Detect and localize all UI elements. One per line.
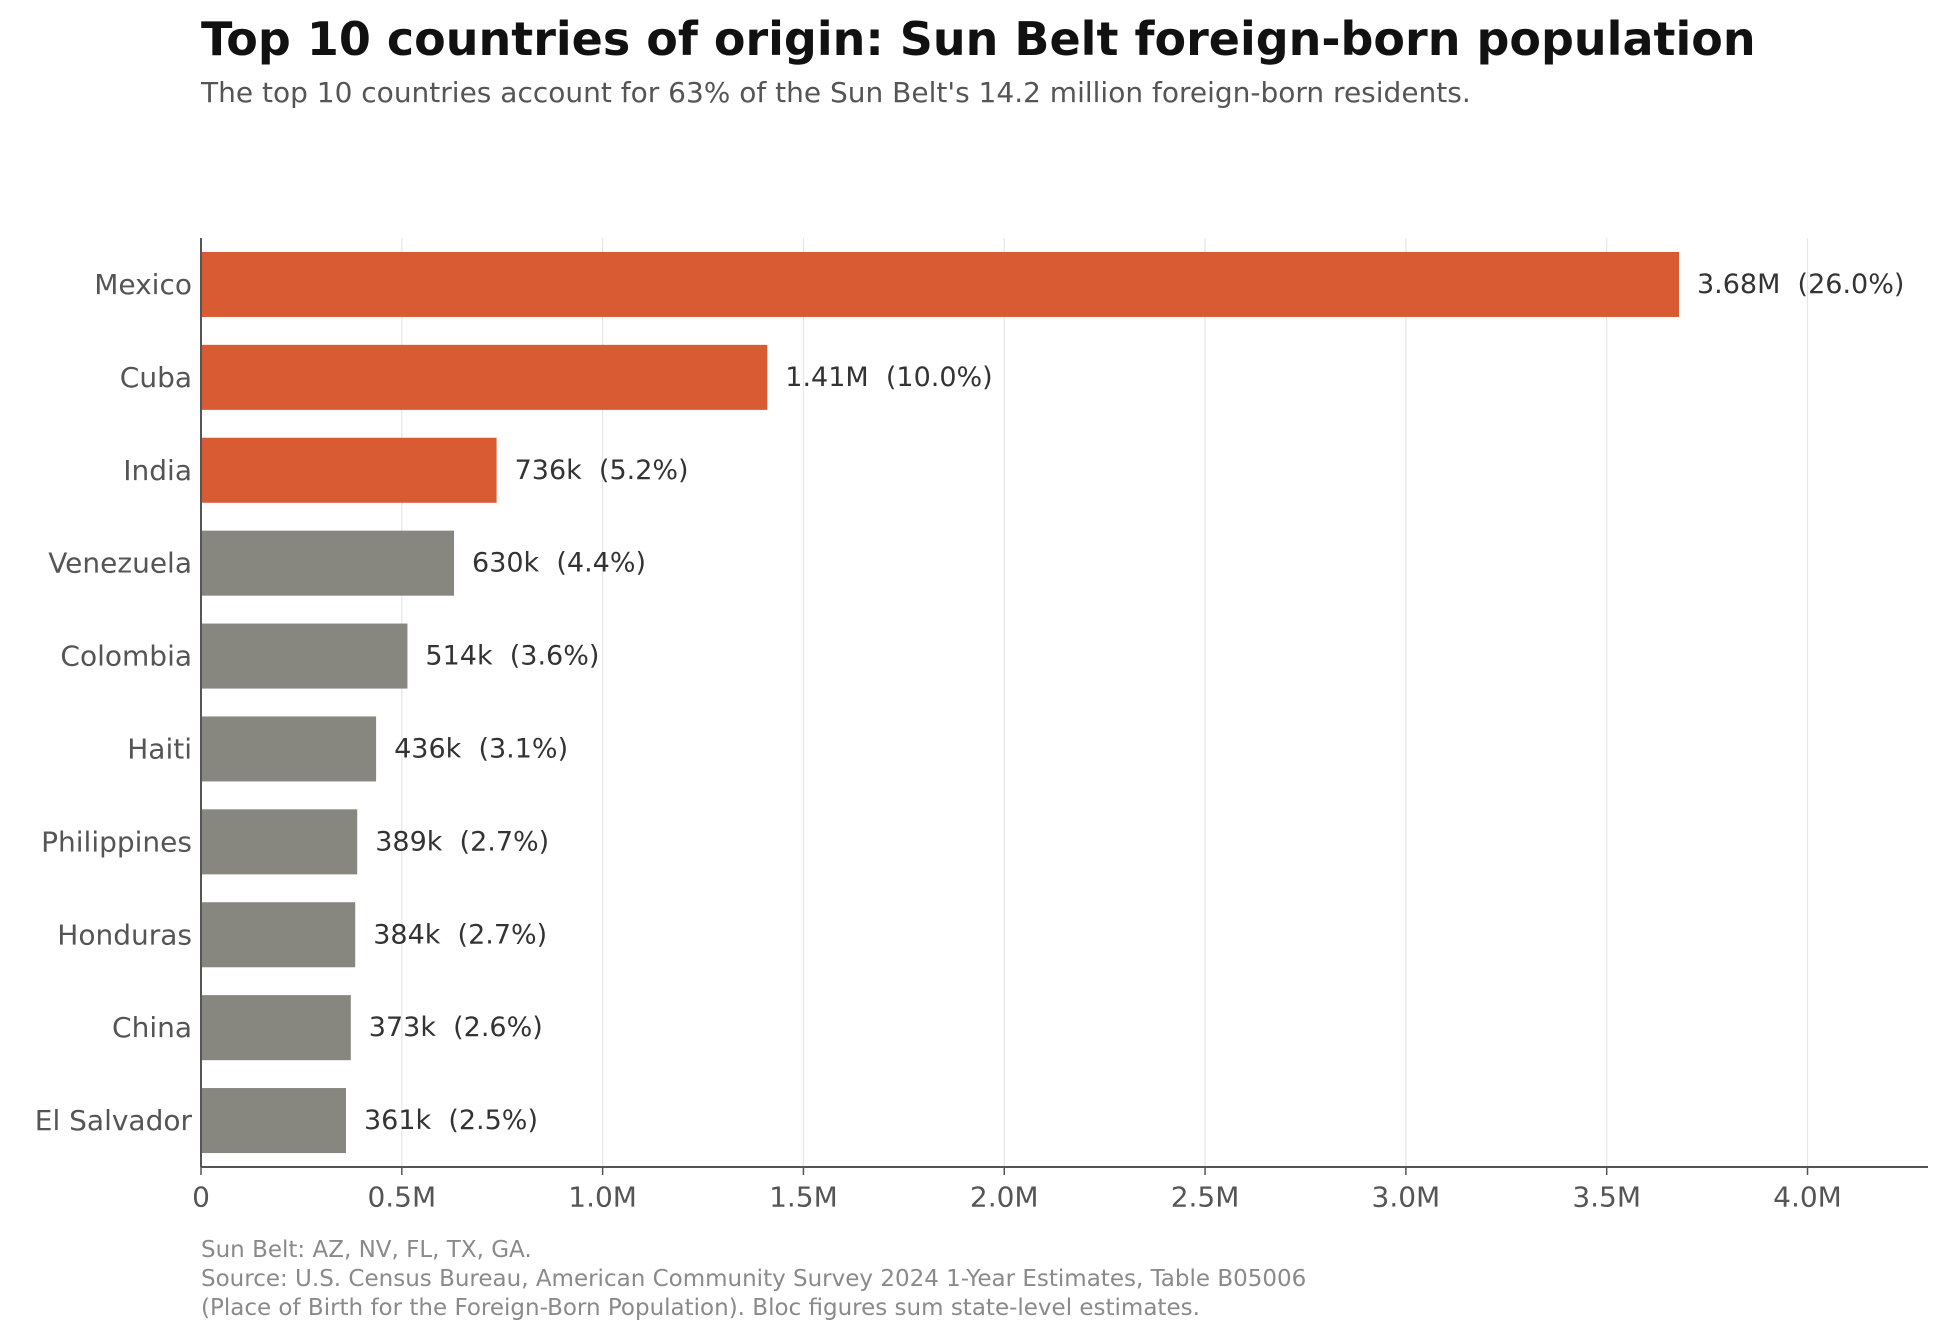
category-labels: Mexico Cuba India Venezuela Colombia Haiti Phi… <box>35 268 193 1137</box>
category-label: India <box>123 454 192 487</box>
x-tick-label: 0 <box>192 1181 210 1214</box>
category-label: Honduras <box>57 918 192 951</box>
bar-honduras <box>201 902 356 968</box>
data-label: 514k (3.6%) <box>425 641 599 672</box>
bar-haiti <box>201 716 377 782</box>
data-label: 389k (2.7%) <box>375 826 549 857</box>
data-label: 436k (3.1%) <box>394 733 568 764</box>
x-tick-labels: 0 0.5M 1.0M 1.5M 2.0M 2.5M 3.0M 3.5M 4.0M <box>192 1181 1842 1214</box>
footer-notes: Sun Belt: AZ, NV, FL, TX, GA. Source: U.… <box>201 1236 1306 1323</box>
x-tick-label: 0.5M <box>367 1181 436 1214</box>
category-label: El Salvador <box>35 1104 193 1137</box>
bar-india <box>201 437 497 503</box>
category-label: Haiti <box>127 732 192 765</box>
bar-china <box>201 995 351 1061</box>
x-tick-label: 3.5M <box>1572 1181 1641 1214</box>
bars <box>201 251 1679 1154</box>
axes <box>200 238 1928 1175</box>
bar-colombia <box>201 623 408 689</box>
footer-note-region: Sun Belt: AZ, NV, FL, TX, GA. <box>201 1237 532 1263</box>
category-label: Venezuela <box>48 547 192 580</box>
x-tick-label: 2.5M <box>1171 1181 1240 1214</box>
x-tick-label: 1.0M <box>568 1181 637 1214</box>
data-label: 384k (2.7%) <box>373 919 547 950</box>
data-label: 736k (5.2%) <box>515 455 689 486</box>
footer-note-method: (Place of Birth for the Foreign-Born Pop… <box>201 1295 1200 1321</box>
x-tick-label: 2.0M <box>970 1181 1039 1214</box>
chart-subtitle: The top 10 countries account for 63% of … <box>201 76 1471 109</box>
gridlines <box>401 238 1809 1167</box>
bar-mexico <box>201 251 1679 317</box>
data-label: 630k (4.4%) <box>472 548 646 579</box>
data-labels: 3.68M (26.0%) 1.41M (10.0%) 736k (5.2%) 630… <box>364 269 1904 1136</box>
bar-venezuela <box>201 530 455 596</box>
category-label: Cuba <box>120 361 192 394</box>
data-label: 3.68M (26.0%) <box>1697 269 1904 300</box>
footer-note-source: Source: U.S. Census Bureau, American Com… <box>201 1266 1307 1292</box>
category-label: China <box>112 1011 192 1044</box>
bar-el-salvador <box>201 1088 346 1154</box>
chart-title: Top 10 countries of origin: Sun Belt for… <box>201 12 1756 66</box>
data-label: 1.41M (10.0%) <box>785 362 992 393</box>
x-tick-label: 3.0M <box>1372 1181 1441 1214</box>
x-tick-label: 1.5M <box>769 1181 838 1214</box>
category-label: Philippines <box>41 825 192 858</box>
x-tick-label: 4.0M <box>1773 1181 1842 1214</box>
category-label: Mexico <box>94 268 192 301</box>
bar-philippines <box>201 809 358 875</box>
data-label: 361k (2.5%) <box>364 1105 538 1136</box>
bar-cuba <box>201 344 768 410</box>
category-label: Colombia <box>60 640 192 673</box>
data-label: 373k (2.6%) <box>369 1012 543 1043</box>
